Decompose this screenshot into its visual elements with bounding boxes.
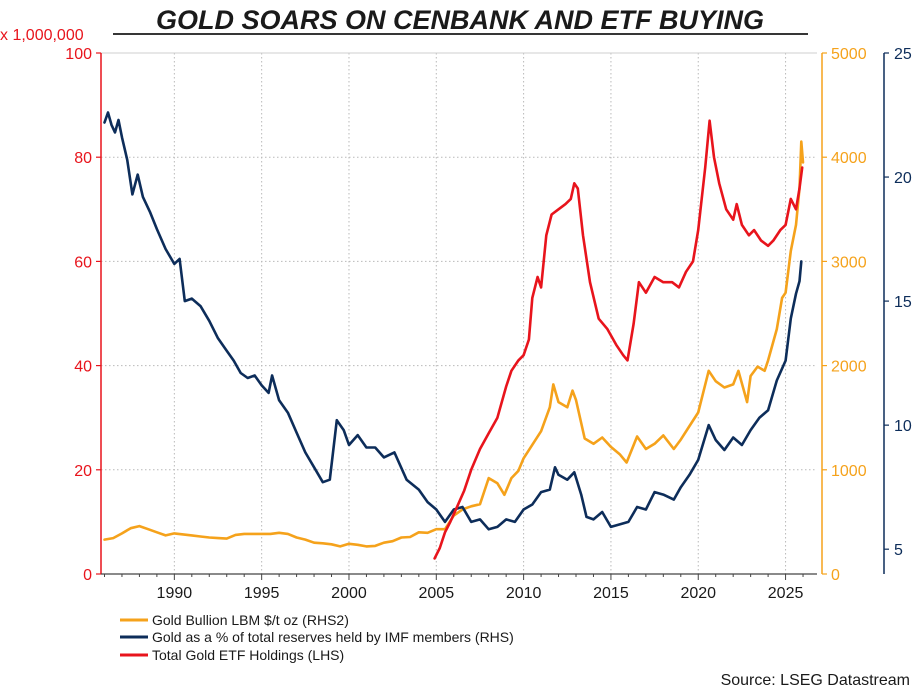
x-axis-tick-label: 2025 xyxy=(768,585,804,602)
rhs2-axis-tick-label: 2000 xyxy=(831,359,867,376)
legend-label-imf-share: Gold as a % of total reserves held by IM… xyxy=(152,629,514,645)
left-axis-tick-label: 20 xyxy=(74,463,92,480)
left-axis-unit-label: x 1,000,000 xyxy=(0,27,84,44)
rhs-axis-tick-label: 15 xyxy=(894,294,912,311)
rhs2-axis-tick-label: 1000 xyxy=(831,463,867,480)
rhs2-axis-tick-label: 4000 xyxy=(831,150,867,167)
series-line-imf-share xyxy=(103,111,803,531)
legend-label-gold-price: Gold Bullion LBM $/t oz (RHS2) xyxy=(152,612,349,628)
left-axis-tick-label: 0 xyxy=(83,567,92,584)
rhs-axis-tick-label: 25 xyxy=(894,46,912,63)
rhs-axis-tick-label: 20 xyxy=(894,170,912,187)
x-axis-tick-label: 2005 xyxy=(419,585,455,602)
chart-title: GOLD SOARS ON CENBANK AND ETF BUYING xyxy=(156,5,764,35)
legend-label-etf: Total Gold ETF Holdings (LHS) xyxy=(152,647,344,663)
x-axis-tick-label: 2015 xyxy=(593,585,629,602)
left-axis-tick-label: 100 xyxy=(65,46,92,63)
series-line-gold-price xyxy=(103,140,805,548)
x-axis-tick-label: 1990 xyxy=(157,585,193,602)
legend: Gold Bullion LBM $/t oz (RHS2) Gold as a… xyxy=(120,612,514,663)
rhs2-axis-tick-label: 3000 xyxy=(831,254,867,271)
left-axis-tick-label: 40 xyxy=(74,359,92,376)
left-axis-tick-label: 60 xyxy=(74,254,92,271)
rhs-axis-tick-label: 5 xyxy=(894,542,903,559)
x-axis-tick-label: 2020 xyxy=(680,585,716,602)
x-axis-tick-label: 2000 xyxy=(331,585,367,602)
series-line-etf xyxy=(433,119,804,560)
left-axis-tick-label: 80 xyxy=(74,150,92,167)
x-axis-tick-label: 2010 xyxy=(506,585,542,602)
series-layer xyxy=(103,111,805,560)
rhs-axis-tick-label: 10 xyxy=(894,418,912,435)
source-note: Source: LSEG Datastream xyxy=(721,672,910,689)
rhs2-axis-tick-label: 0 xyxy=(831,567,840,584)
rhs2-axis-tick-label: 5000 xyxy=(831,46,867,63)
x-axis-tick-label: 1995 xyxy=(244,585,280,602)
